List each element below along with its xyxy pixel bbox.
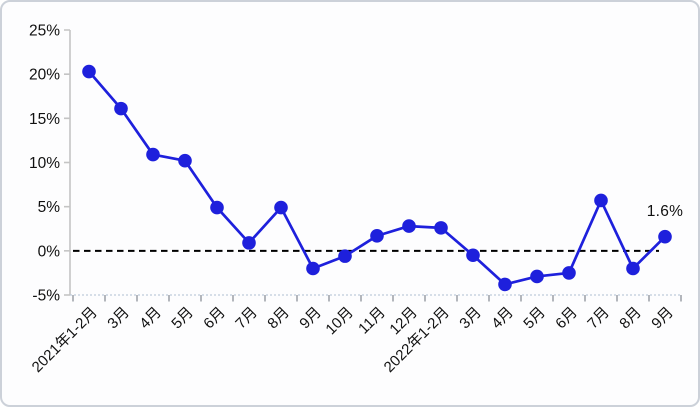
- x-axis-tick-label: 10月: [322, 304, 356, 338]
- x-axis-tick-label: 9月: [648, 304, 677, 333]
- y-axis-tick-label: 25%: [29, 23, 60, 40]
- data-point: [370, 229, 384, 243]
- x-axis-tick-label: 4月: [136, 304, 165, 333]
- x-axis-tick-label: 3月: [456, 304, 485, 333]
- data-points: [82, 64, 672, 292]
- y-axis-tick-label: 15%: [29, 111, 60, 128]
- x-axis-tick-label: 4月: [488, 304, 517, 333]
- x-axis-tick-label: 8月: [616, 304, 645, 333]
- x-axis-tick-label: 11月: [355, 304, 389, 338]
- data-point: [402, 219, 416, 233]
- y-axis-labels: 25% 20% 15% 10% 5% 0% -5%: [29, 23, 60, 305]
- data-point: [114, 101, 128, 116]
- data-point: [82, 64, 96, 79]
- last-point-value-label: 1.6%: [646, 203, 684, 220]
- y-axis-tick-label: 20%: [29, 67, 60, 84]
- y-axis-tick-label: -5%: [32, 288, 60, 305]
- data-point: [146, 147, 160, 162]
- data-line: [87, 70, 667, 286]
- x-axis-tick-label: 5月: [168, 304, 197, 333]
- x-axis-tick-label: 5月: [520, 304, 549, 333]
- data-point: [434, 221, 448, 235]
- data-point: [306, 261, 320, 276]
- x-axis-tick-label: 3月: [104, 304, 133, 333]
- data-point: [178, 153, 192, 168]
- data-point: [338, 249, 352, 263]
- x-axis-labels: 2021年1-2月 3月 4月 5月 6月 7月 8月 9月10月11月12月2022年1-2…: [29, 304, 677, 376]
- x-axis-tick-label: 6月: [552, 304, 581, 333]
- data-point: [210, 200, 224, 215]
- data-point: [466, 248, 480, 263]
- y-axis-tick-label: 10%: [29, 155, 60, 172]
- data-point: [626, 261, 640, 276]
- x-axis-tick-label: 6月: [200, 304, 229, 333]
- x-axis: [70, 294, 682, 302]
- y-axis-tick-label: 5%: [38, 199, 61, 216]
- x-axis-tick-label: 7月: [232, 304, 261, 333]
- x-axis-tick-label: 8月: [264, 304, 293, 333]
- data-point: [658, 229, 672, 244]
- x-axis-tick-label: 7月: [584, 304, 613, 333]
- data-point: [274, 200, 288, 215]
- data-point: [594, 193, 608, 208]
- data-point: [562, 266, 576, 280]
- data-point: [498, 277, 512, 292]
- y-axis: [64, 29, 71, 296]
- data-point: [530, 269, 544, 284]
- data-point: [242, 236, 256, 250]
- y-axis-tick-label: 0%: [38, 243, 61, 260]
- x-axis-tick-label: 9月: [296, 304, 325, 333]
- x-axis-tick-label: 2021年1-2月: [29, 304, 101, 376]
